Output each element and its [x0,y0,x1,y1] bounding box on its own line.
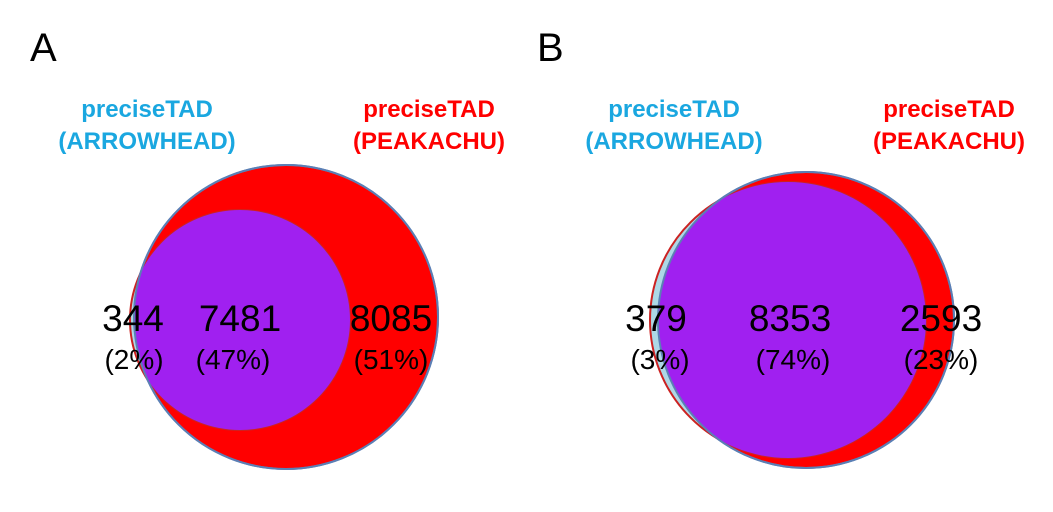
right-set-name: preciseTAD [363,96,495,123]
right-only-count: 2593 [899,298,983,339]
left-only-percent: (2%) [104,344,164,375]
panel-label: B [537,26,564,70]
venn-panel-b: B preciseTAD (ARROWHEAD) preciseTAD (PEA… [520,0,1046,512]
overlap-region [658,182,926,458]
overlap-region [134,210,350,430]
peakachu-outline [657,171,955,469]
overlap-count: 8353 [748,298,832,339]
left-only-percent: (3%) [630,344,690,375]
right-set-name: preciseTAD [883,96,1015,123]
panel-label: A [30,26,57,70]
right-only-percent: (23%) [903,344,979,375]
left-set-title: preciseTAD (ARROWHEAD) [27,94,267,158]
venn-diagram [129,164,439,470]
left-set-subtitle: (ARROWHEAD) [58,128,236,155]
right-only-percent: (51%) [353,344,429,375]
overlap-percent: (74%) [755,344,831,375]
overlap-percent: (47%) [195,344,271,375]
left-only-count: 379 [625,298,687,339]
right-set-subtitle: (PEAKACHU) [353,128,505,155]
left-set-subtitle: (ARROWHEAD) [585,128,763,155]
right-set-subtitle: (PEAKACHU) [873,128,1025,155]
left-set-name: preciseTAD [81,96,213,123]
venn-diagram [649,171,955,469]
left-set-title: preciseTAD (ARROWHEAD) [554,94,794,158]
left-set-name: preciseTAD [608,96,740,123]
right-set-title: preciseTAD (PEAKACHU) [309,94,549,158]
peakachu-outline [133,164,439,470]
right-only-count: 8085 [349,298,433,339]
right-set-title: preciseTAD (PEAKACHU) [829,94,1053,158]
left-only-count: 344 [102,298,164,339]
venn-panel-a: A preciseTAD (ARROWHEAD) preciseTAD (PEA… [0,0,526,512]
overlap-count: 7481 [198,298,282,339]
